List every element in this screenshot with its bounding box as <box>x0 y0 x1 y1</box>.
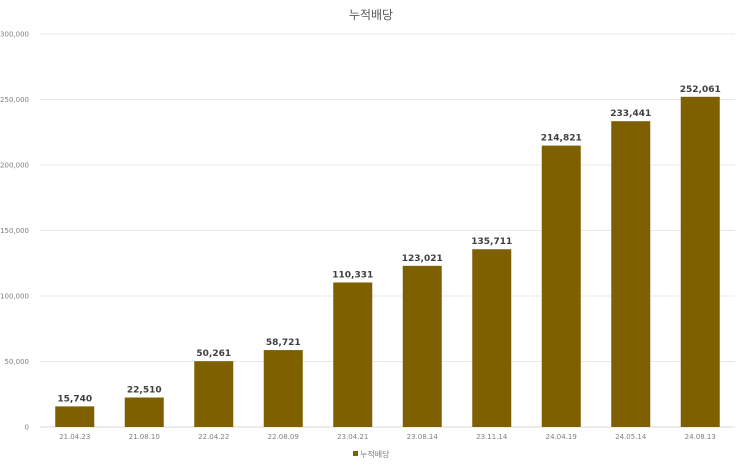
bar <box>55 406 95 427</box>
x-axis: 21.04.23 21.08.10 22.04.22 22.08.09 23.04.21… <box>59 433 716 441</box>
y-tick-label: 200,000 <box>0 162 29 170</box>
gridlines <box>40 33 735 428</box>
x-tick-label: 24.08.13 <box>685 433 716 441</box>
x-tick-label: 22.04.22 <box>198 433 229 441</box>
x-tick-label: 21.04.23 <box>59 433 90 441</box>
chart-title: 누적배당 <box>349 8 393 22</box>
legend: 누적배당 <box>353 449 390 459</box>
y-tick-label: 150,000 <box>0 227 29 235</box>
y-tick-label: 0 <box>25 424 29 432</box>
x-tick-label: 23.04.21 <box>337 433 368 441</box>
x-tick-label: 23.08.14 <box>407 433 439 441</box>
x-tick-label: 24.04.19 <box>546 433 577 441</box>
y-tick-label: 50,000 <box>5 358 30 366</box>
legend-swatch <box>353 451 358 456</box>
bar <box>263 350 303 427</box>
data-label: 22,510 <box>127 386 162 396</box>
bar <box>680 96 720 428</box>
bar <box>124 397 164 427</box>
bar <box>611 121 651 427</box>
y-tick-label: 250,000 <box>0 96 29 104</box>
data-label: 214,821 <box>541 134 582 144</box>
y-tick-label: 100,000 <box>0 293 29 301</box>
bar <box>541 145 581 428</box>
bar <box>333 282 373 427</box>
data-label: 58,721 <box>266 338 301 348</box>
x-tick-label: 24.05.14 <box>615 433 647 441</box>
bar <box>194 361 234 427</box>
data-label: 15,740 <box>57 394 92 404</box>
x-tick-label: 22.08.09 <box>268 433 299 441</box>
data-label: 233,441 <box>610 109 651 119</box>
data-label: 135,711 <box>471 237 512 247</box>
data-label: 123,021 <box>402 254 443 264</box>
x-tick-label: 21.08.10 <box>129 433 160 441</box>
bar <box>472 249 512 427</box>
legend-label: 누적배당 <box>360 449 390 459</box>
y-tick-label: 300,000 <box>0 31 29 39</box>
data-label: 50,261 <box>196 349 231 359</box>
bar <box>402 265 442 427</box>
x-tick-label: 23.11.14 <box>476 433 508 441</box>
bars: 15,740 22,510 50,261 58,721 110,331 123,021 13… <box>55 85 721 428</box>
data-label: 110,331 <box>332 270 373 280</box>
y-axis: 0 50,000 100,000 150,000 200,000 250,000 300,0… <box>0 31 29 432</box>
data-label: 252,061 <box>680 85 721 95</box>
